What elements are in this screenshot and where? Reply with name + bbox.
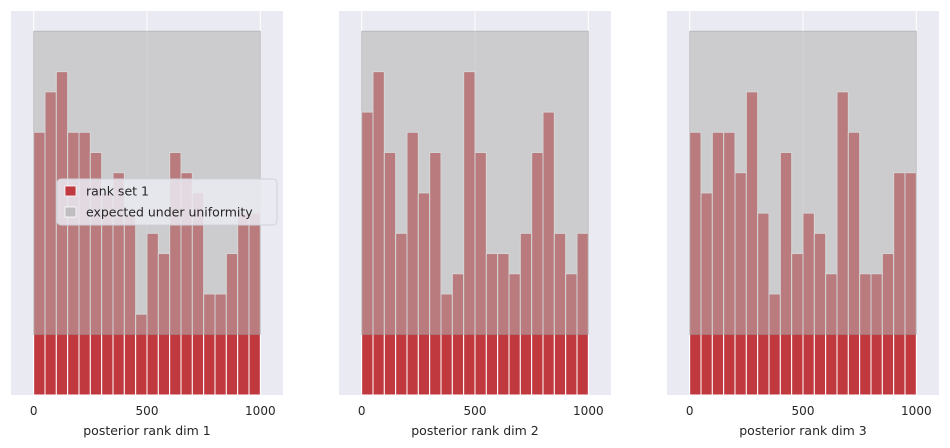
uniformity-band xyxy=(689,30,917,335)
chart-panel-2: 0 500 1000 posterior rank dim 2 xyxy=(339,11,611,438)
x-tick-label: 0 xyxy=(30,404,38,418)
legend-swatch xyxy=(64,206,77,218)
x-axis-label: posterior rank dim 3 xyxy=(739,423,867,438)
x-axis-label: posterior rank dim 1 xyxy=(83,423,211,438)
x-tick-label: 0 xyxy=(686,404,694,418)
x-tick-label: 500 xyxy=(136,404,159,418)
x-tick-label: 0 xyxy=(358,404,366,418)
x-tick-label: 500 xyxy=(464,404,487,418)
legend-label: rank set 1 xyxy=(86,184,149,199)
x-tick-label: 1000 xyxy=(573,404,604,418)
legend-swatch xyxy=(64,185,77,197)
uniformity-band xyxy=(361,30,589,335)
x-axis-label: posterior rank dim 2 xyxy=(411,423,539,438)
legend-box xyxy=(56,178,278,226)
legend-label: expected under uniformity xyxy=(86,205,253,220)
x-tick-label: 1000 xyxy=(245,404,276,418)
x-tick-label: 1000 xyxy=(901,404,932,418)
legend: rank set 1 expected under uniformity xyxy=(56,178,278,226)
x-tick-label: 500 xyxy=(792,404,815,418)
chart-panel-3: 0 500 1000 posterior rank dim 3 xyxy=(667,11,939,438)
